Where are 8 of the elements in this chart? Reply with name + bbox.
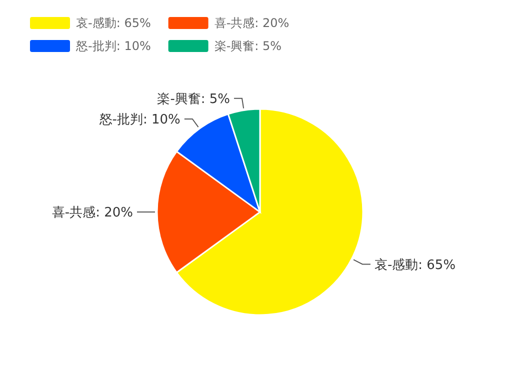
- slice-label: 喜-共感: 20%: [52, 206, 133, 221]
- legend-label: 哀-感動: 65%: [76, 16, 151, 30]
- legend-label: 怒-批判: 10%: [75, 39, 151, 54]
- slice-label: 哀-感動: 65%: [374, 258, 456, 273]
- slice-label: 楽-興奮: 5%: [157, 92, 230, 107]
- legend-label: 楽-興奮: 5%: [214, 39, 282, 54]
- legend-label: 喜-共感: 20%: [214, 16, 290, 30]
- slice-label: 怒-批判: 10%: [98, 112, 180, 128]
